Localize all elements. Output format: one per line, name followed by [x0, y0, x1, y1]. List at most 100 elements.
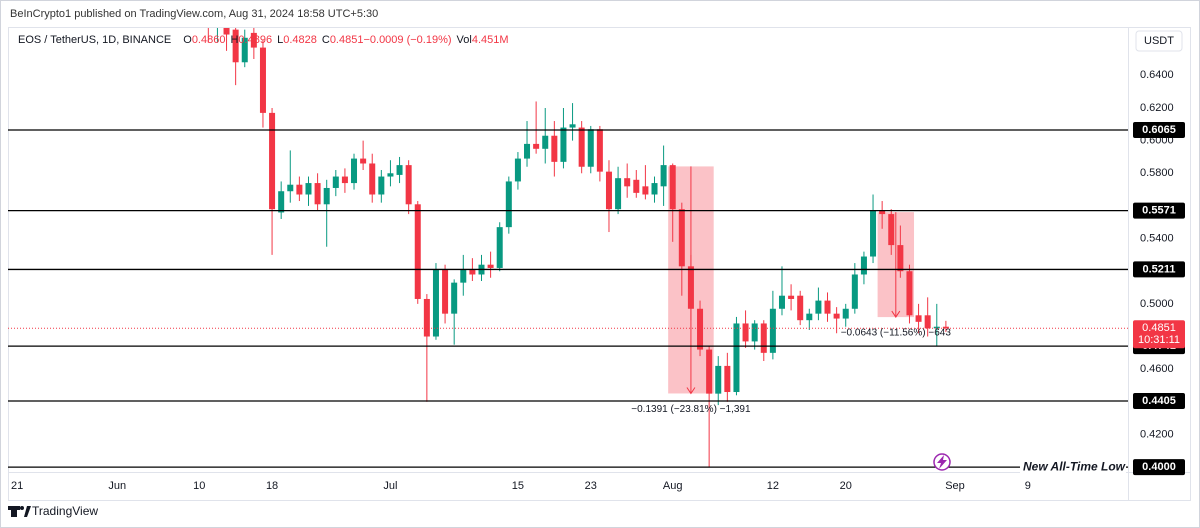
- candle-body: [915, 315, 922, 322]
- candle-body: [232, 29, 239, 63]
- level-label-box: [1133, 202, 1185, 219]
- candle-body: [706, 349, 713, 394]
- candle-body: [296, 184, 303, 195]
- candle-body: [560, 127, 567, 162]
- candle-body: [833, 313, 840, 319]
- legend-value: 0.4828: [283, 34, 317, 46]
- currency-box: [1135, 30, 1183, 52]
- candle-body: [797, 295, 804, 321]
- level-label-box: [1133, 261, 1185, 278]
- candle-body: [323, 187, 330, 205]
- candle-body: [514, 158, 521, 182]
- candle-body: [733, 323, 740, 393]
- candle-body: [751, 323, 758, 342]
- level-label: 0.6065: [1142, 124, 1176, 136]
- x-tick-label: 21: [11, 480, 23, 492]
- level-label: 0.4405: [1142, 395, 1176, 407]
- candle-body: [906, 271, 913, 316]
- header: BeInCrypto1 published on TradingView.com…: [10, 8, 378, 20]
- candle-body: [769, 308, 776, 353]
- level-label-box: [1133, 122, 1185, 139]
- candle-body: [414, 204, 421, 299]
- x-tick-label: 23: [585, 480, 597, 492]
- annotation-bg: [1020, 459, 1126, 476]
- y-tick-label: 0.4200: [1140, 428, 1174, 440]
- candle-body: [933, 326, 940, 329]
- y-tick-label: 0.5000: [1140, 298, 1174, 310]
- candle-body: [851, 274, 858, 309]
- candle-body: [460, 269, 467, 283]
- y-tick-label: 0.4600: [1140, 363, 1174, 375]
- candle-body: [241, 37, 248, 63]
- footer: TradingView: [32, 504, 98, 518]
- candle-body: [378, 176, 385, 195]
- candle-body: [815, 300, 822, 314]
- legend-value: 4.451M: [472, 34, 509, 46]
- level-label: 0.4000: [1142, 461, 1176, 473]
- candle-body: [669, 165, 676, 210]
- logo: [8, 506, 31, 517]
- candle-body: [423, 298, 430, 337]
- candle-body: [715, 365, 722, 394]
- candle-body: [405, 165, 412, 205]
- candle-body: [760, 323, 767, 353]
- y-tick-label: 0.6200: [1140, 102, 1174, 114]
- legend: EOS / TetherUS, 1D, BINANCE O0.4860 H0.489…: [18, 34, 509, 46]
- candle-body: [687, 266, 694, 309]
- legend-value: −0.0009 (−0.19%): [363, 34, 451, 46]
- legend-key: Vol: [457, 34, 472, 46]
- candle-body: [341, 176, 348, 184]
- chart-panel: [8, 27, 1191, 501]
- legend-key: H: [230, 34, 238, 46]
- x-tick-label: 15: [512, 480, 524, 492]
- candle-body: [496, 227, 503, 268]
- candle-body: [888, 214, 895, 246]
- candle-body: [351, 158, 358, 184]
- candle-body: [897, 245, 904, 272]
- last-price-box: [1133, 320, 1185, 349]
- legend-value: 0.4851: [330, 34, 364, 46]
- candle-body: [624, 178, 631, 187]
- candle-body: [487, 264, 494, 268]
- candle-body: [642, 186, 649, 195]
- legend-symbol: EOS / TetherUS, 1D, BINANCE: [18, 34, 171, 46]
- legend-value: 0.4896: [238, 34, 272, 46]
- candle-body: [633, 179, 640, 193]
- y-tick-label: 0.6400: [1140, 69, 1174, 81]
- x-tick-label: 20: [840, 480, 852, 492]
- legend-value: 0.4860: [192, 34, 226, 46]
- candle-body: [269, 112, 276, 210]
- x-tick-label: Jun: [108, 480, 126, 492]
- x-tick-label: Aug: [663, 480, 683, 492]
- plot-area: [207, 28, 949, 468]
- candle-body: [615, 178, 622, 210]
- candle-body: [788, 295, 795, 299]
- candle-body: [469, 269, 476, 275]
- candle-body: [533, 143, 540, 149]
- x-tick-label: 9: [1025, 480, 1031, 492]
- level-label-box: [1133, 459, 1185, 476]
- candle-body: [259, 47, 266, 113]
- candle-body: [569, 124, 576, 128]
- candle-body: [924, 315, 931, 329]
- candle-body: [651, 183, 658, 195]
- candle-body: [551, 135, 558, 162]
- candle-body: [587, 129, 594, 167]
- currency: USDT: [1144, 35, 1174, 47]
- x-tick-label: 18: [266, 480, 278, 492]
- countdown: 10:31:11: [1138, 334, 1180, 346]
- candle-body: [287, 184, 294, 192]
- candle-body: [879, 210, 886, 215]
- candle-body: [442, 269, 449, 314]
- level-label-box: [1133, 392, 1185, 409]
- candle-body: [605, 171, 612, 210]
- last-price-label: 0.4851: [1142, 322, 1176, 334]
- candle-body: [305, 183, 312, 195]
- candle-body: [678, 209, 685, 267]
- measure-arrow-head: [686, 387, 696, 395]
- x-tick-label: Sep: [945, 480, 965, 492]
- annotation-icon: [933, 453, 951, 471]
